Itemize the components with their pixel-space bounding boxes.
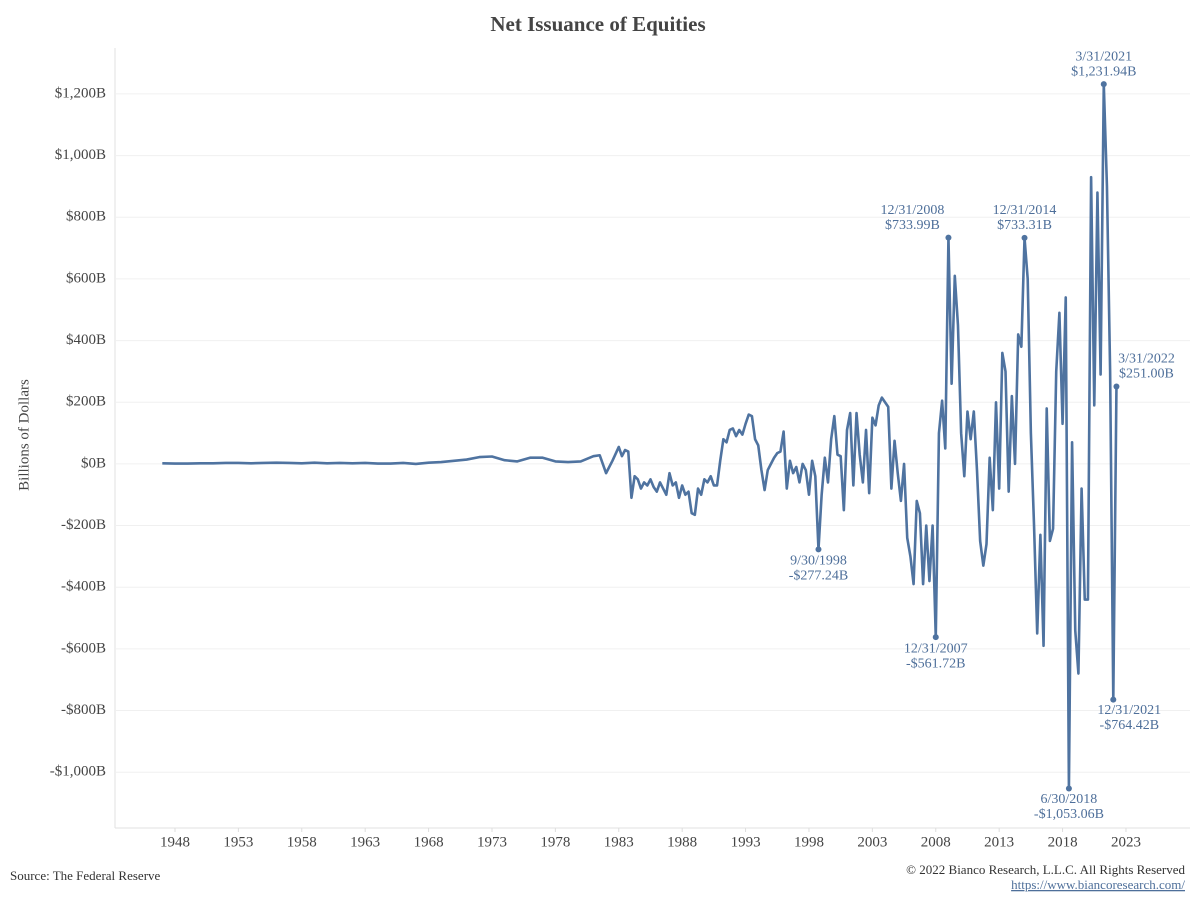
annotation-label: -$764.42B: [1100, 718, 1160, 733]
x-tick-label: 2023: [1111, 834, 1141, 850]
x-tick-label: 1968: [414, 834, 444, 850]
x-tick-label: 1978: [540, 834, 570, 850]
y-tick-label: -$400B: [61, 579, 106, 595]
y-tick-label: -$1,000B: [50, 764, 106, 780]
y-tick-label: $1,000B: [55, 147, 106, 163]
x-tick-label: 2008: [921, 834, 951, 850]
annotation-dot: [1065, 785, 1072, 792]
annotation-label: 3/31/2021: [1075, 49, 1132, 64]
x-tick-label: 1998: [794, 834, 824, 850]
copyright: © 2022 Bianco Research, L.L.C. All Right…: [906, 862, 1185, 877]
y-tick-label: -$800B: [61, 702, 106, 718]
x-tick-label: 1988: [667, 834, 697, 850]
annotation-label: 6/30/2018: [1041, 792, 1098, 807]
annotation-dot: [1100, 81, 1107, 88]
y-tick-label: -$600B: [61, 640, 106, 656]
chart-title: Net Issuance of Equities: [490, 12, 705, 36]
annotation-dot: [945, 234, 952, 241]
x-tick-label: 1963: [350, 834, 380, 850]
x-tick-label: 2003: [857, 834, 887, 850]
y-tick-label: $600B: [66, 270, 106, 286]
x-tick-label: 2018: [1048, 834, 1078, 850]
annotation-label: -$561.72B: [906, 656, 966, 671]
x-tick-label: 1953: [223, 834, 253, 850]
y-axis-title: Billions of Dollars: [16, 379, 32, 491]
annotation-dot: [1021, 234, 1028, 241]
annotation-dot: [815, 546, 822, 553]
website-link[interactable]: https://www.biancoresearch.com/: [1011, 877, 1185, 892]
x-tick-label: 1993: [731, 834, 761, 850]
y-tick-label: -$200B: [61, 517, 106, 533]
annotation-dot: [1113, 383, 1120, 390]
y-tick-label: $200B: [66, 394, 106, 410]
annotation-label: 12/31/2008: [881, 203, 945, 218]
x-tick-label: 1983: [604, 834, 634, 850]
annotation-label: 3/31/2022: [1118, 352, 1175, 367]
annotation-dot: [1110, 696, 1117, 703]
x-tick-label: 1973: [477, 834, 507, 850]
y-tick-label: $800B: [66, 209, 106, 225]
y-tick-label: $0B: [81, 455, 106, 471]
annotation-dot: [932, 634, 939, 641]
annotation-label: $251.00B: [1119, 367, 1174, 382]
annotation-label: 12/31/2007: [904, 641, 968, 656]
y-tick-label: $400B: [66, 332, 106, 348]
annotation-label: 9/30/1998: [790, 554, 847, 569]
data-line: [162, 82, 1118, 790]
x-tick-label: 2013: [984, 834, 1014, 850]
annotation-label: $733.31B: [997, 218, 1052, 233]
annotation-label: -$1,053.06B: [1034, 807, 1104, 822]
annotation-label: -$277.24B: [789, 569, 849, 584]
annotation-label: 12/31/2021: [1097, 703, 1161, 718]
source: Source: The Federal Reserve: [10, 868, 161, 883]
annotation-label: 12/31/2014: [993, 203, 1057, 218]
y-tick-label: $1,200B: [55, 85, 106, 101]
annotation-label: $1,231.94B: [1071, 64, 1136, 79]
x-tick-label: 1958: [287, 834, 317, 850]
annotation-label: $733.99B: [885, 218, 940, 233]
x-tick-label: 1948: [160, 834, 190, 850]
